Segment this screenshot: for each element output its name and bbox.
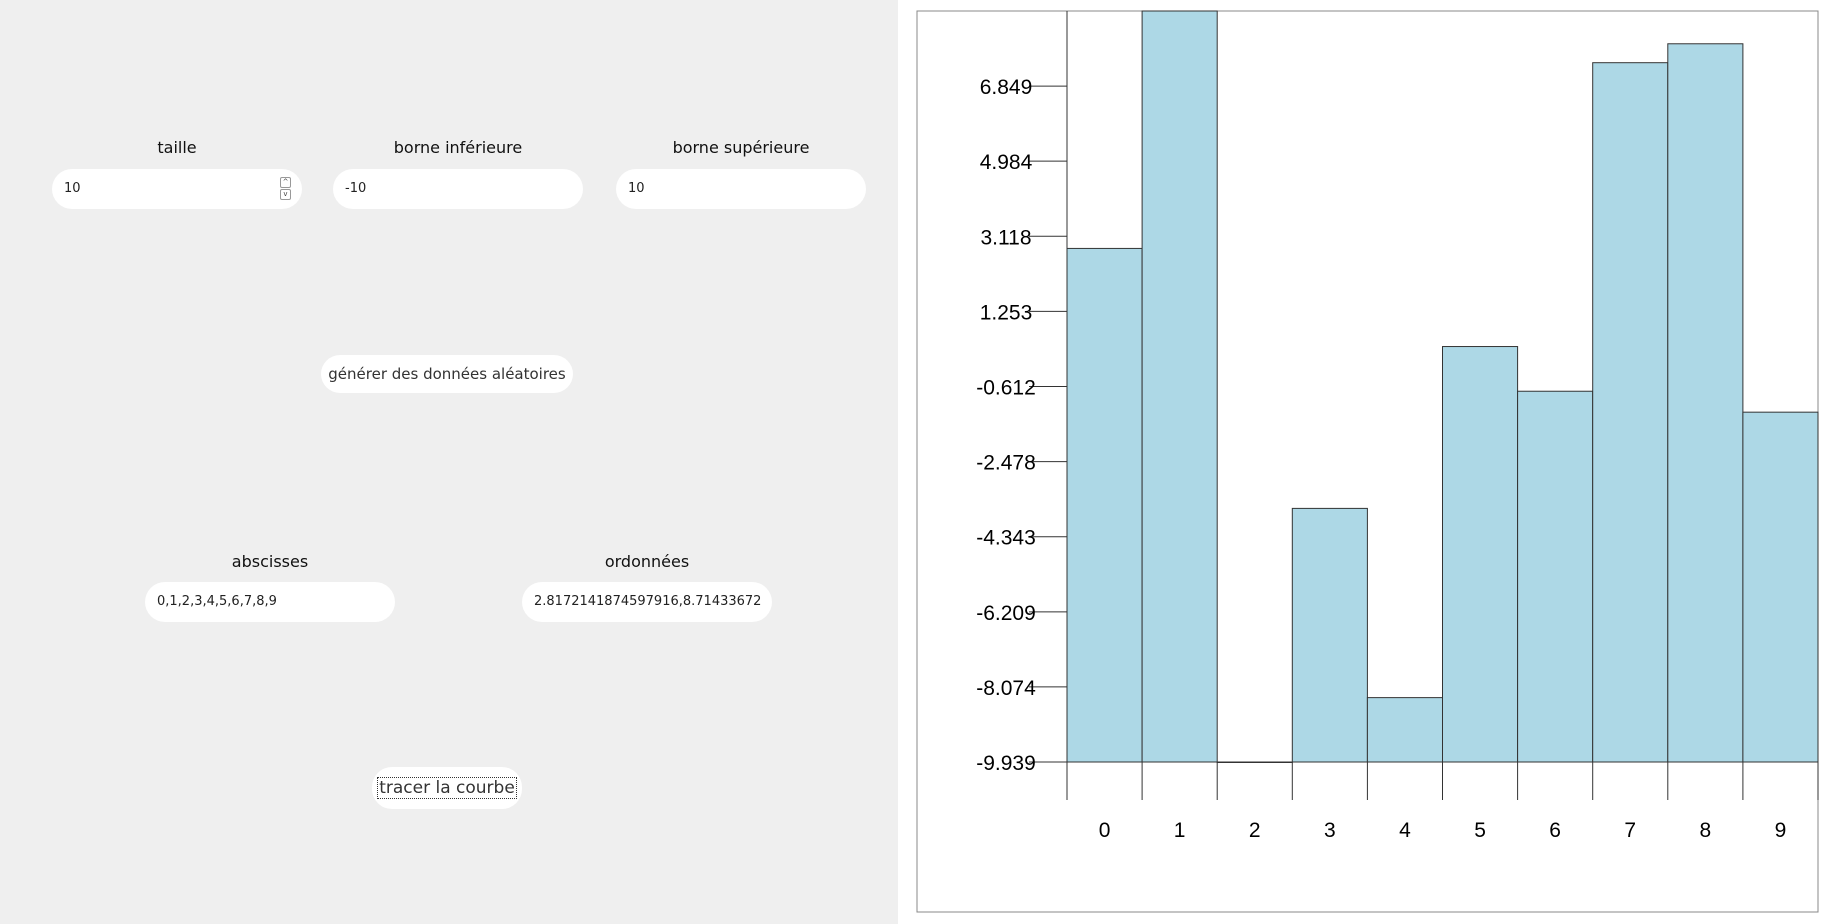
plot-curve-label: tracer la courbe xyxy=(377,777,517,799)
ordonnees-input[interactable]: 2.8172141874597916,8.71433672 xyxy=(522,582,772,622)
bar xyxy=(1517,390,1594,763)
y-tick-label: -9.939 xyxy=(976,752,1036,775)
x-tick-label: 7 xyxy=(1624,819,1636,842)
plot-curve-button[interactable]: tracer la courbe xyxy=(372,767,522,809)
y-tick-label: 6.849 xyxy=(980,76,1033,99)
x-tick-label: 6 xyxy=(1549,819,1561,842)
taille-input[interactable]: 10 ^ v xyxy=(52,169,302,209)
taille-value: 10 xyxy=(64,181,81,196)
borne-inferieure-input[interactable]: -10 xyxy=(333,169,583,209)
bar xyxy=(1291,507,1368,763)
borne-superieure-input[interactable]: 10 xyxy=(616,169,866,209)
y-tick-label: 1.253 xyxy=(980,301,1033,324)
y-tick-label: 3.118 xyxy=(981,226,1032,249)
generate-random-data-button[interactable]: générer des données aléatoires xyxy=(321,355,573,393)
number-spinner[interactable]: ^ v xyxy=(280,177,291,201)
chevron-down-icon[interactable]: v xyxy=(280,189,291,200)
x-tick-label: 3 xyxy=(1324,819,1336,842)
bar xyxy=(1366,697,1444,763)
bar xyxy=(1742,411,1819,763)
bar xyxy=(1442,346,1519,763)
bar xyxy=(1667,43,1744,763)
x-tick-label: 8 xyxy=(1700,819,1712,842)
y-tick-label: -2.478 xyxy=(976,452,1036,475)
abscisses-label: abscisses xyxy=(231,552,309,571)
x-tick-label: 1 xyxy=(1174,819,1186,842)
bar xyxy=(1592,62,1669,763)
y-tick-label: -4.343 xyxy=(976,527,1036,550)
taille-label: taille xyxy=(157,138,197,157)
abscisses-input[interactable]: 0,1,2,3,4,5,6,7,8,9 xyxy=(145,582,395,622)
x-tick-label: 9 xyxy=(1775,819,1787,842)
bar xyxy=(1066,247,1143,763)
y-tick-label: 4.984 xyxy=(980,151,1033,174)
borne-superieure-label: borne supérieure xyxy=(672,138,810,157)
borne-inferieure-label: borne inférieure xyxy=(393,138,523,157)
y-tick-label: -8.074 xyxy=(976,677,1036,700)
x-tick-label: 4 xyxy=(1399,819,1411,842)
control-panel: taille 10 ^ v borne inférieure -10 borne … xyxy=(0,0,898,924)
y-tick-label: -6.209 xyxy=(976,602,1036,625)
ordonnees-label: ordonnées xyxy=(604,552,690,571)
x-tick-label: 2 xyxy=(1249,819,1261,842)
x-tick-label: 0 xyxy=(1099,819,1111,842)
y-tick-label: -0.612 xyxy=(976,376,1036,399)
chevron-up-icon[interactable]: ^ xyxy=(280,177,291,188)
x-tick-label: 5 xyxy=(1474,819,1486,842)
bar xyxy=(1141,10,1218,763)
